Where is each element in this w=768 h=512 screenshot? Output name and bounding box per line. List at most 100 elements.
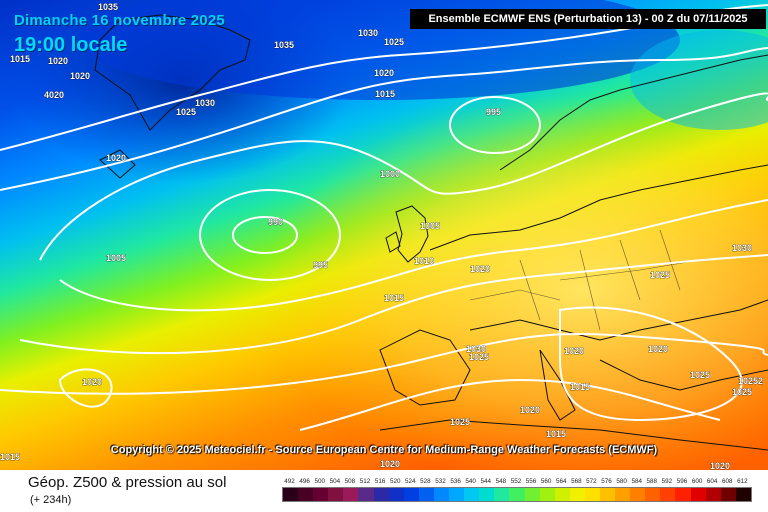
- isobar-label: 1015: [375, 89, 395, 99]
- scale-color-swatch: [630, 488, 646, 501]
- scale-tick-label: 512: [359, 478, 371, 485]
- legend-subtitle: (+ 234h): [30, 494, 72, 506]
- scale-color-swatch: [569, 488, 585, 501]
- scale-tick-label: 572: [586, 478, 597, 485]
- scale-color-swatch: [735, 488, 751, 501]
- scale-tick-label: 504: [329, 478, 341, 485]
- isobar-label: 1025: [732, 387, 752, 397]
- isobar-label: 1020: [82, 377, 102, 387]
- isobar-label: 1025: [469, 352, 489, 362]
- scale-tick-label: 608: [722, 478, 733, 485]
- scale-color-swatch: [554, 488, 570, 501]
- scale-color-swatch: [539, 488, 555, 501]
- scale-tick-label: 592: [661, 478, 673, 485]
- isobar-label: 1000: [380, 169, 400, 179]
- scale-tick-label: 500: [314, 478, 325, 485]
- isobar-label: 1020: [648, 344, 668, 354]
- scale-color-swatch: [690, 488, 706, 501]
- color-scale-bar: [282, 487, 752, 502]
- isobar-label: 1020: [470, 264, 490, 274]
- scale-tick-label: 564: [555, 478, 567, 485]
- scale-tick-label: 520: [389, 478, 401, 485]
- scale-tick-label: 556: [525, 478, 537, 485]
- scale-tick-label: 604: [706, 478, 718, 485]
- scale-color-swatch: [705, 488, 721, 501]
- isobar-label: 990: [268, 217, 283, 227]
- model-title-bar: Ensemble ECMWF ENS (Perturbation 13) - 0…: [410, 9, 766, 29]
- isobar-label: 1015: [0, 452, 20, 462]
- scale-tick-label: 532: [435, 478, 446, 485]
- isobar-label: 1020: [374, 68, 394, 78]
- scale-tick-label: 492: [284, 478, 295, 485]
- isobar-label: 1025: [450, 417, 470, 427]
- isobar-label: 995: [486, 107, 501, 117]
- isobar-label: 1020: [48, 56, 68, 66]
- isobar-label: 1005: [106, 253, 126, 263]
- isobar-label: 1025: [176, 107, 196, 117]
- scale-color-swatch: [328, 488, 344, 501]
- scale-tick-label: 544: [480, 478, 492, 485]
- scale-color-swatch: [645, 488, 661, 501]
- scale-color-swatch: [298, 488, 314, 501]
- scale-tick-label: 576: [601, 478, 612, 485]
- isobar-label: 1010: [414, 256, 434, 266]
- isobar-label: 1020: [564, 346, 584, 356]
- scale-color-swatch: [479, 488, 495, 501]
- scale-tick-label: 516: [374, 478, 386, 485]
- forecast-date: Dimanche 16 novembre 2025: [14, 12, 225, 29]
- scale-tick-label: 580: [616, 478, 627, 485]
- scale-tick-label: 568: [571, 478, 582, 485]
- scale-color-swatch: [509, 488, 525, 501]
- scale-tick-label: 528: [420, 478, 431, 485]
- isobar-label: 4020: [44, 90, 64, 100]
- scale-color-swatch: [660, 488, 676, 501]
- isobar-label: 10252: [738, 376, 763, 386]
- scale-color-swatch: [418, 488, 434, 501]
- scale-color-swatch: [494, 488, 510, 501]
- scale-color-swatch: [358, 488, 374, 501]
- scale-tick-label: 560: [540, 478, 552, 485]
- isobar-label: 1030: [732, 243, 752, 253]
- isobar-label: 1015: [384, 293, 404, 303]
- scale-color-swatch: [675, 488, 691, 501]
- scale-tick-label: 600: [691, 478, 703, 485]
- scale-color-swatch: [433, 488, 450, 501]
- isobar-label: 1020: [106, 153, 126, 163]
- isobar-label: 1030: [195, 98, 215, 108]
- scale-color-swatch: [524, 488, 540, 501]
- scale-color-swatch: [283, 488, 299, 501]
- isobar-label: 1020: [380, 459, 400, 469]
- isobar-label: 1030: [358, 28, 378, 38]
- isobar-label: 1015: [546, 429, 566, 439]
- scale-tick-label: 584: [631, 478, 642, 485]
- scale-color-swatch: [313, 488, 329, 501]
- scale-color-swatch: [403, 488, 419, 501]
- isobar-label: 1025: [650, 270, 670, 280]
- scale-color-swatch: [464, 488, 480, 501]
- isobar-label: 1020: [710, 461, 730, 470]
- weather-map: 1035 1015 1020 1020 4020 1030 1025 1020 …: [0, 0, 768, 470]
- isobar-label: 1005: [420, 221, 440, 231]
- legend-title: Géop. Z500 & pression au sol: [28, 474, 227, 491]
- isobar-label: 995: [313, 260, 328, 270]
- forecast-local-time: 19:00 locale: [14, 34, 128, 56]
- scale-tick-label: 552: [510, 478, 522, 485]
- scale-tick-label: 588: [646, 478, 658, 485]
- color-scale-legend: 492 496 500 504 508 512 516 520 524 528 532 536 540 5…: [282, 478, 752, 502]
- isobar-label: 1025: [690, 370, 710, 380]
- isobar-label: 1025: [384, 37, 404, 47]
- scale-color-swatch: [388, 488, 404, 501]
- isobar-label: 1015: [570, 382, 590, 392]
- scale-color-swatch: [584, 488, 600, 501]
- scale-color-swatch: [599, 488, 616, 501]
- scale-color-swatch: [373, 488, 389, 501]
- scale-tick-label: 496: [299, 478, 310, 485]
- color-scale-labels: 492 496 500 504 508 512 516 520 524 528 532 536 540 5…: [282, 478, 750, 485]
- scale-color-swatch: [449, 488, 465, 501]
- isobar-label: 1035: [98, 2, 118, 12]
- scale-color-swatch: [343, 488, 359, 501]
- isobar-label: 1015: [10, 54, 30, 64]
- scale-tick-label: 508: [344, 478, 356, 485]
- scale-tick-label: 524: [405, 478, 416, 485]
